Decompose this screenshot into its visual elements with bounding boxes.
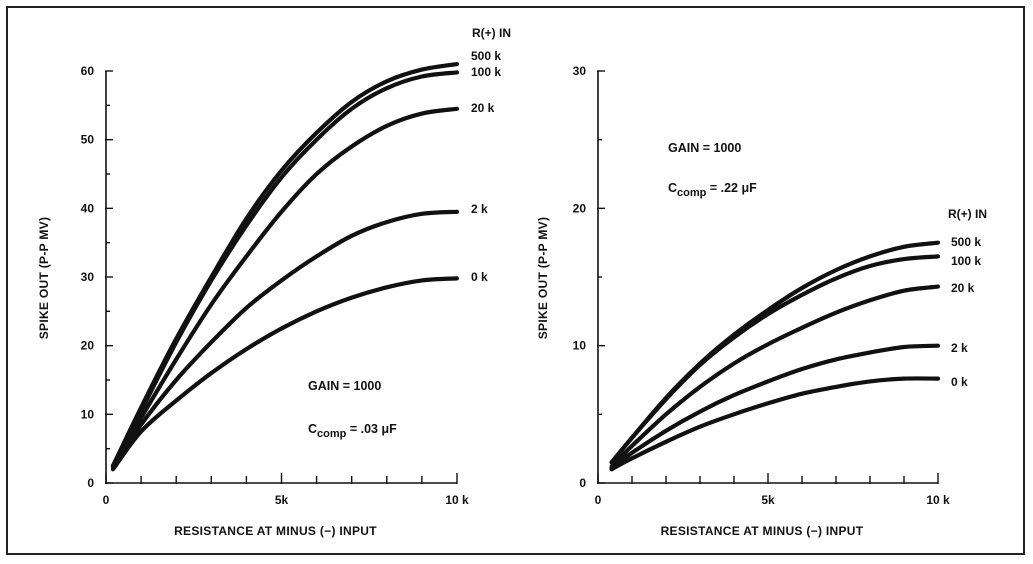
legend-title: R(+) IN bbox=[948, 207, 987, 221]
x-tick-label: 10 k bbox=[926, 493, 950, 507]
y-axis-label: SPIKE OUT (P-P MV) bbox=[37, 217, 51, 340]
y-tick-label: 40 bbox=[81, 201, 95, 215]
series-line-500k bbox=[609, 240, 941, 465]
y-tick-label: 0 bbox=[87, 476, 94, 490]
y-tick-label: 0 bbox=[579, 476, 586, 490]
series-label: 100 k bbox=[951, 254, 981, 268]
gain-annotation: GAIN = 1000 bbox=[308, 379, 381, 393]
spike-out-charts: 0 10 20 30 40 50 60 0 5k 10 k RESISTANCE AT MINUS … bbox=[37, 26, 987, 538]
series-label: 0 k bbox=[471, 270, 488, 284]
series-label: 2 k bbox=[471, 202, 488, 216]
y-tick-label: 20 bbox=[573, 201, 587, 215]
x-tick-label: 0 bbox=[595, 493, 602, 507]
y-axis-label: SPIKE OUT (P-P MV) bbox=[536, 217, 550, 340]
x-tick-label: 10 k bbox=[445, 493, 469, 507]
y-tick-label: 10 bbox=[573, 339, 587, 353]
y-tick-label: 30 bbox=[81, 270, 95, 284]
x-tick-label: 5k bbox=[761, 493, 775, 507]
series-line-20k bbox=[110, 106, 460, 468]
y-tick-label: 20 bbox=[81, 339, 95, 353]
series-line-0k bbox=[110, 276, 460, 472]
x-axis-label: RESISTANCE AT MINUS (−) INPUT bbox=[174, 524, 377, 538]
series-label: 2 k bbox=[951, 341, 968, 355]
series-label: 20 k bbox=[471, 101, 495, 115]
legend-title: R(+) IN bbox=[472, 26, 511, 40]
series-line-100k bbox=[609, 254, 941, 465]
series-label: 500 k bbox=[471, 49, 501, 63]
ccomp-annotation: Ccomp = .22 μF bbox=[668, 181, 757, 199]
x-tick-label: 0 bbox=[103, 493, 110, 507]
series-line-500k bbox=[110, 61, 460, 468]
series-label: 20 k bbox=[951, 281, 975, 295]
series-line-2k bbox=[609, 343, 941, 470]
series-line-100k bbox=[110, 70, 460, 468]
y-tick-label: 50 bbox=[81, 133, 95, 147]
y-tick-label: 60 bbox=[81, 64, 95, 78]
x-axis-label: RESISTANCE AT MINUS (−) INPUT bbox=[661, 524, 864, 538]
x-tick-label: 5k bbox=[275, 493, 289, 507]
y-tick-label: 10 bbox=[81, 407, 95, 421]
series-label: 100 k bbox=[471, 65, 501, 79]
ccomp-annotation: Ccomp = .03 μF bbox=[308, 422, 397, 440]
series-line-20k bbox=[609, 284, 941, 469]
figure-frame: 0 10 20 30 40 50 60 0 5k 10 k RESISTANCE AT MINUS … bbox=[6, 6, 1025, 555]
series-label: 500 k bbox=[951, 235, 981, 249]
series-line-0k bbox=[609, 376, 941, 472]
gain-annotation: GAIN = 1000 bbox=[668, 141, 741, 155]
series-line-2k bbox=[110, 209, 460, 470]
series-label: 0 k bbox=[951, 375, 968, 389]
y-tick-label: 30 bbox=[573, 64, 587, 78]
